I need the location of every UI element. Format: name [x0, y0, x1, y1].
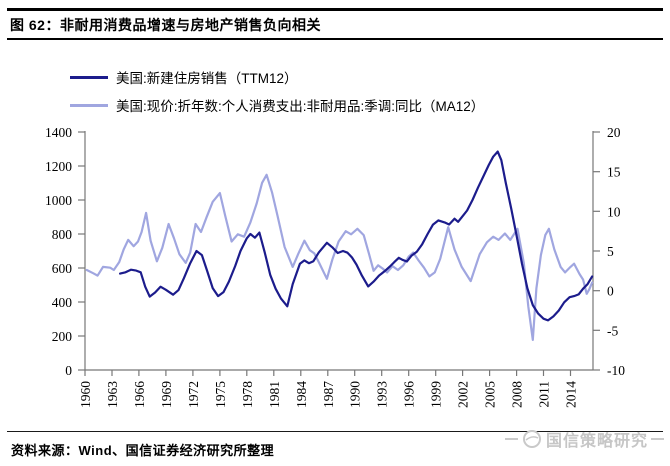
legend-item-home-sales: 美国:新建住房销售（TTM12） [70, 66, 484, 88]
y-right-tick-label: 5 [607, 244, 614, 259]
watermark-text: 国信策略研究 [546, 433, 649, 450]
x-tick-label: 1963 [105, 381, 120, 408]
x-tick-label: 1969 [159, 381, 174, 408]
x-tick-label: 2005 [483, 381, 498, 408]
title-divider [7, 38, 663, 40]
brand-watermark: 国信策略研究 [505, 426, 665, 452]
navy-line-swatch [70, 75, 108, 79]
y-right-tick-label: 15 [607, 165, 621, 180]
x-tick-label: 1999 [429, 381, 444, 408]
legend-label: 美国:现价:折年数:个人消费支出:非耐用品:季调:同比（MA12） [116, 99, 485, 114]
x-tick-label: 2002 [456, 381, 471, 408]
y-right-tick-label: -5 [607, 323, 618, 338]
figure-title: 图 62：非耐用消费品增速与房地产销售负向相关 [10, 17, 321, 33]
watermark-dash-left [505, 438, 518, 440]
purple-line-swatch [70, 103, 108, 107]
y-right-tick-label: 20 [607, 125, 621, 140]
y-left-tick-label: 200 [52, 329, 73, 344]
guosen-logo-icon [522, 429, 542, 449]
legend-item-pce-nondurables: 美国:现价:折年数:个人消费支出:非耐用品:季调:同比（MA12） [70, 94, 484, 116]
y-left-tick-label: 600 [52, 261, 73, 276]
x-tick-label: 1984 [294, 381, 309, 408]
bottom-rule [7, 431, 663, 432]
x-tick-label: 1972 [186, 381, 201, 408]
y-right-tick-label: 10 [607, 204, 621, 219]
legend-label: 美国:新建住房销售（TTM12） [116, 71, 298, 86]
x-tick-label: 2014 [564, 381, 579, 408]
chart-legend: 美国:新建住房销售（TTM12） 美国:现价:折年数:个人消费支出:非耐用品:季… [70, 66, 484, 122]
y-left-tick-label: 1000 [45, 193, 72, 208]
x-tick-label: 1978 [240, 381, 255, 408]
series-line-1 [118, 150, 594, 322]
source-note: 资料来源：Wind、国信证券经济研究所整理 [11, 443, 275, 458]
y-left-tick-label: 0 [65, 363, 72, 378]
series-line-0 [85, 173, 594, 341]
x-tick-label: 1981 [267, 381, 282, 408]
x-tick-label: 1960 [78, 381, 93, 408]
y-right-tick-label: -10 [607, 363, 625, 378]
top-rule [7, 8, 663, 11]
y-left-tick-label: 800 [52, 227, 73, 242]
x-tick-label: 1966 [132, 381, 147, 408]
watermark-dash-right [651, 438, 665, 440]
y-right-tick-label: 0 [607, 284, 614, 299]
y-left-tick-label: 1400 [45, 125, 72, 140]
x-tick-label: 1975 [213, 381, 228, 408]
x-tick-label: 1993 [375, 381, 390, 408]
x-tick-label: 1990 [348, 381, 363, 408]
x-tick-label: 2008 [510, 381, 525, 408]
x-tick-label: 1987 [321, 381, 336, 408]
x-tick-label: 1996 [402, 381, 417, 408]
x-tick-label: 2011 [537, 381, 552, 408]
y-left-tick-label: 400 [52, 295, 73, 310]
y-left-tick-label: 1200 [45, 159, 72, 174]
